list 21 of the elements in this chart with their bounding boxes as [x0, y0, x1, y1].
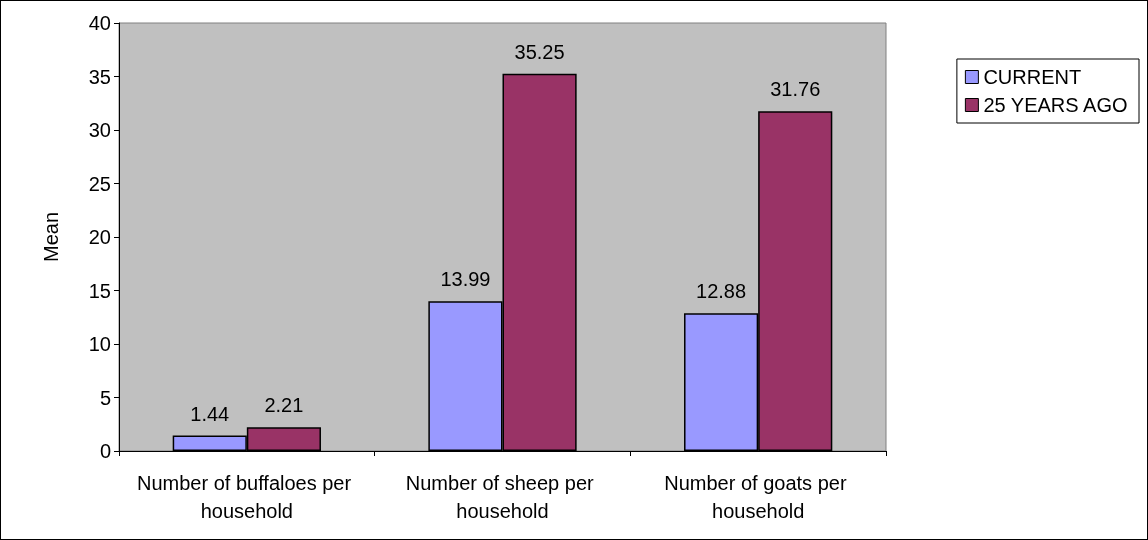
- data-label: 35.25: [514, 40, 565, 63]
- y-tick-label: 35: [88, 65, 111, 88]
- y-tick-label: 5: [99, 386, 111, 409]
- legend-label: 25 YEARS AGO: [983, 94, 1128, 116]
- y-tick-label: 0: [99, 440, 111, 462]
- y-tick-label: 15: [88, 279, 111, 302]
- legend-label: CURRENT: [983, 66, 1082, 88]
- x-tick-label: Number of sheep per household: [405, 472, 600, 522]
- data-label: 12.88: [696, 280, 747, 303]
- x-tick-label: Number of goats per household: [664, 472, 853, 522]
- y-tick-label: 25: [88, 172, 111, 195]
- y-tick-label: 10: [88, 333, 111, 355]
- x-tick-label: Number of buffaloes per household: [136, 472, 357, 522]
- data-label: 13.99: [440, 268, 491, 291]
- data-label: 1.44: [190, 402, 230, 425]
- y-tick-label: 30: [88, 119, 111, 141]
- data-label: 31.76: [770, 78, 821, 101]
- y-axis-title: Mean: [40, 211, 62, 263]
- y-tick-label: 40: [88, 12, 111, 34]
- data-label: 2.21: [264, 394, 304, 417]
- y-tick-label: 20: [88, 226, 111, 248]
